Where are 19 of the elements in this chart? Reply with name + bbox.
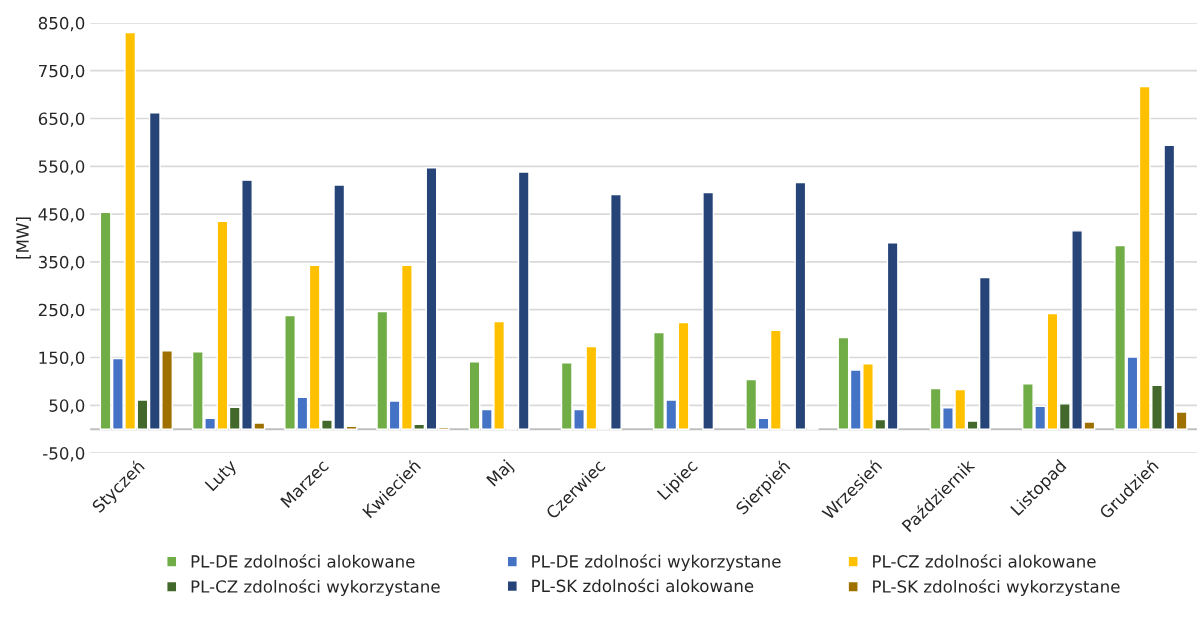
legend-label: PL-CZ zdolności wykorzystane [191,579,440,597]
legend-label: PL-SK zdolności alokowane [532,578,754,593]
y-tick-label: 550,0 [38,160,85,175]
y-axis-title: [MW] [15,217,31,259]
legend-label: PL-DE zdolności wykorzystane [532,554,781,571]
y-tick-label: 450,0 [38,208,85,223]
legend-label: PL-CZ zdolności alokowane [873,554,1096,568]
y-tick-label: 350,0 [38,255,85,271]
bar [702,191,715,430]
y-tick-label: 750,0 [39,64,85,79]
legend-label: PL-DE zdolności alokowane [191,554,415,568]
y-tick-label: 650,0 [38,112,85,127]
legend-label: PL-SK zdolności wykorzystane [873,579,1120,597]
x-tick-label: Maj [485,459,516,489]
y-tick-label: 50,0 [49,399,85,414]
y-tick-label: 250,0 [38,303,85,318]
y-tick-label: 850,0 [38,16,85,32]
y-tick-label: 150,0 [39,351,85,366]
y-tick-label: -50,0 [43,447,85,462]
